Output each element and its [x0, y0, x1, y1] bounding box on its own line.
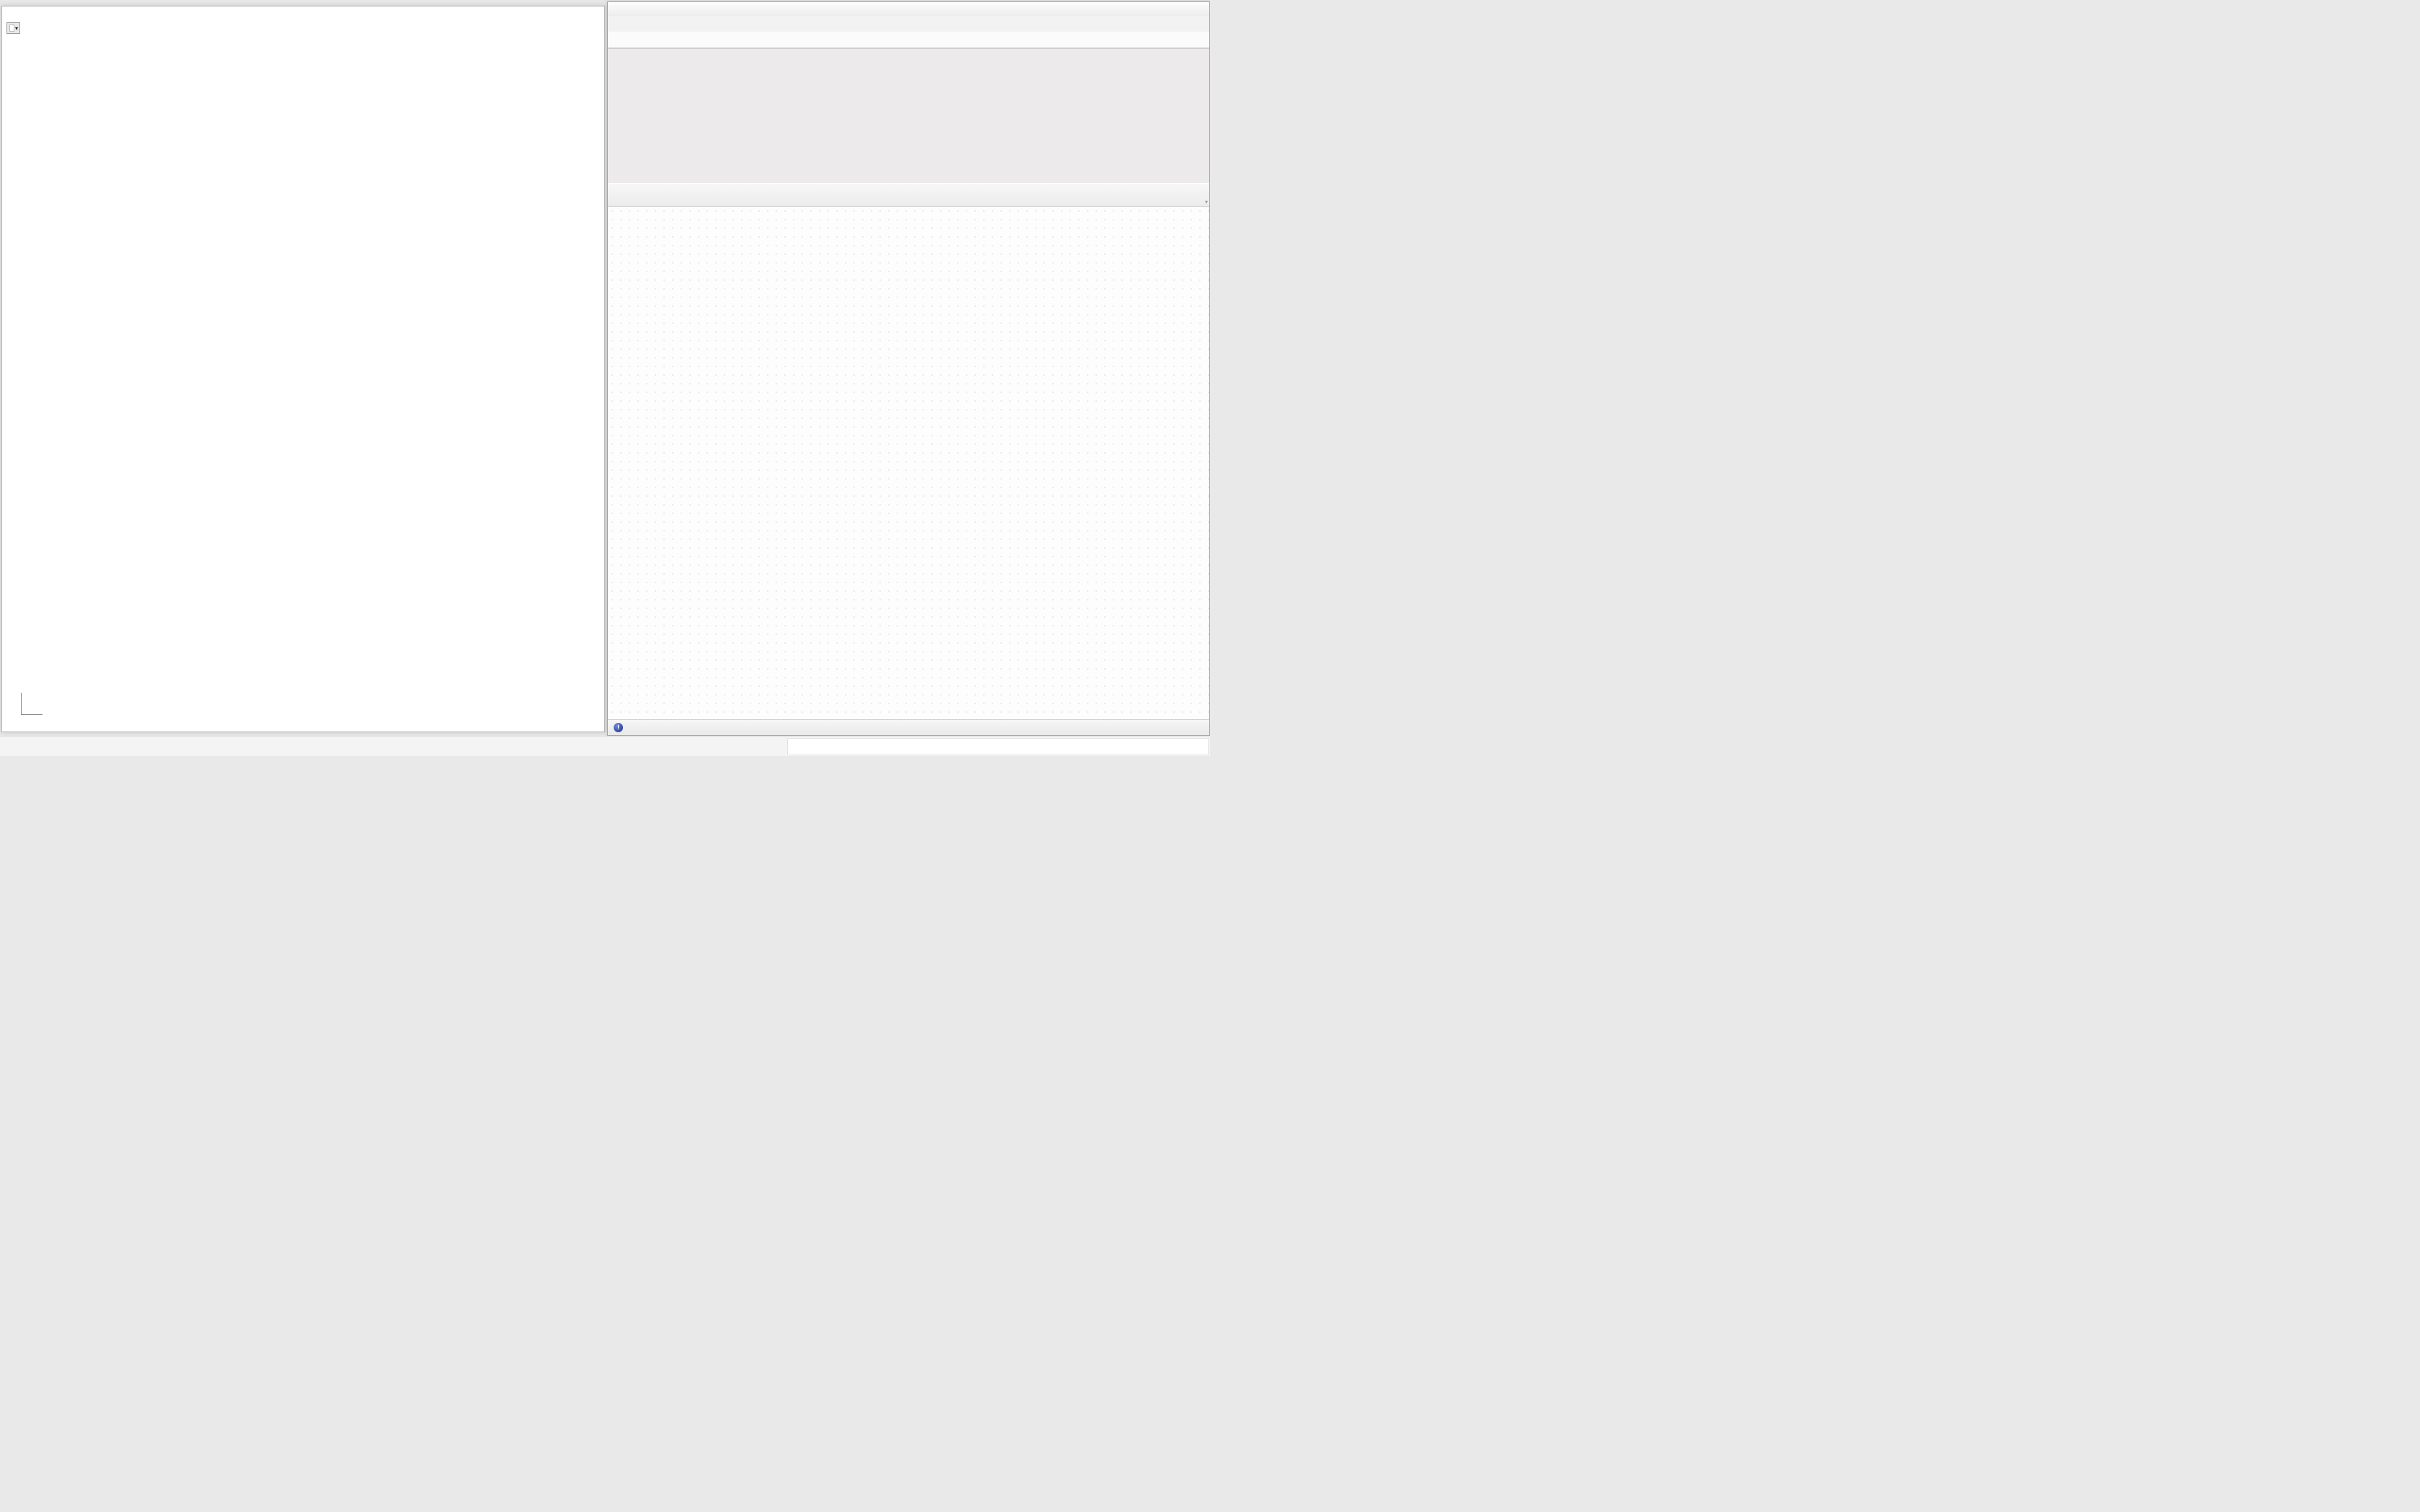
viewport-dropdown-icon[interactable]: ▾ — [6, 22, 20, 34]
gh-canvas-toolbar: ▾ — [608, 183, 1209, 207]
rhino-viewport-window: ▾ — [1, 6, 605, 732]
desktop-quadrant: ▾ ▾ — [0, 0, 1210, 756]
toolbar-overflow-icon[interactable]: ▾ — [1204, 199, 1208, 205]
info-icon: ! — [614, 723, 623, 732]
gh-component-palettes — [608, 49, 1209, 183]
gh-canvas[interactable] — [608, 207, 1209, 719]
gh-titlebar[interactable] — [608, 2, 1209, 16]
gh-category-tabs — [608, 32, 1209, 49]
os-bar — [0, 736, 1210, 756]
gh-menubar — [608, 16, 1209, 32]
axis-gizmo — [17, 687, 50, 719]
os-stats-panel — [787, 738, 1209, 755]
close-button[interactable] — [1194, 4, 1206, 14]
maximize-button[interactable] — [1180, 4, 1193, 14]
minimize-button[interactable] — [1167, 4, 1179, 14]
wire-layer — [608, 207, 1209, 711]
apollonian-sphere-view[interactable] — [2, 6, 606, 733]
gh-statusbar: ! — [608, 719, 1209, 735]
grasshopper-window: ▾ ! — [607, 1, 1210, 736]
